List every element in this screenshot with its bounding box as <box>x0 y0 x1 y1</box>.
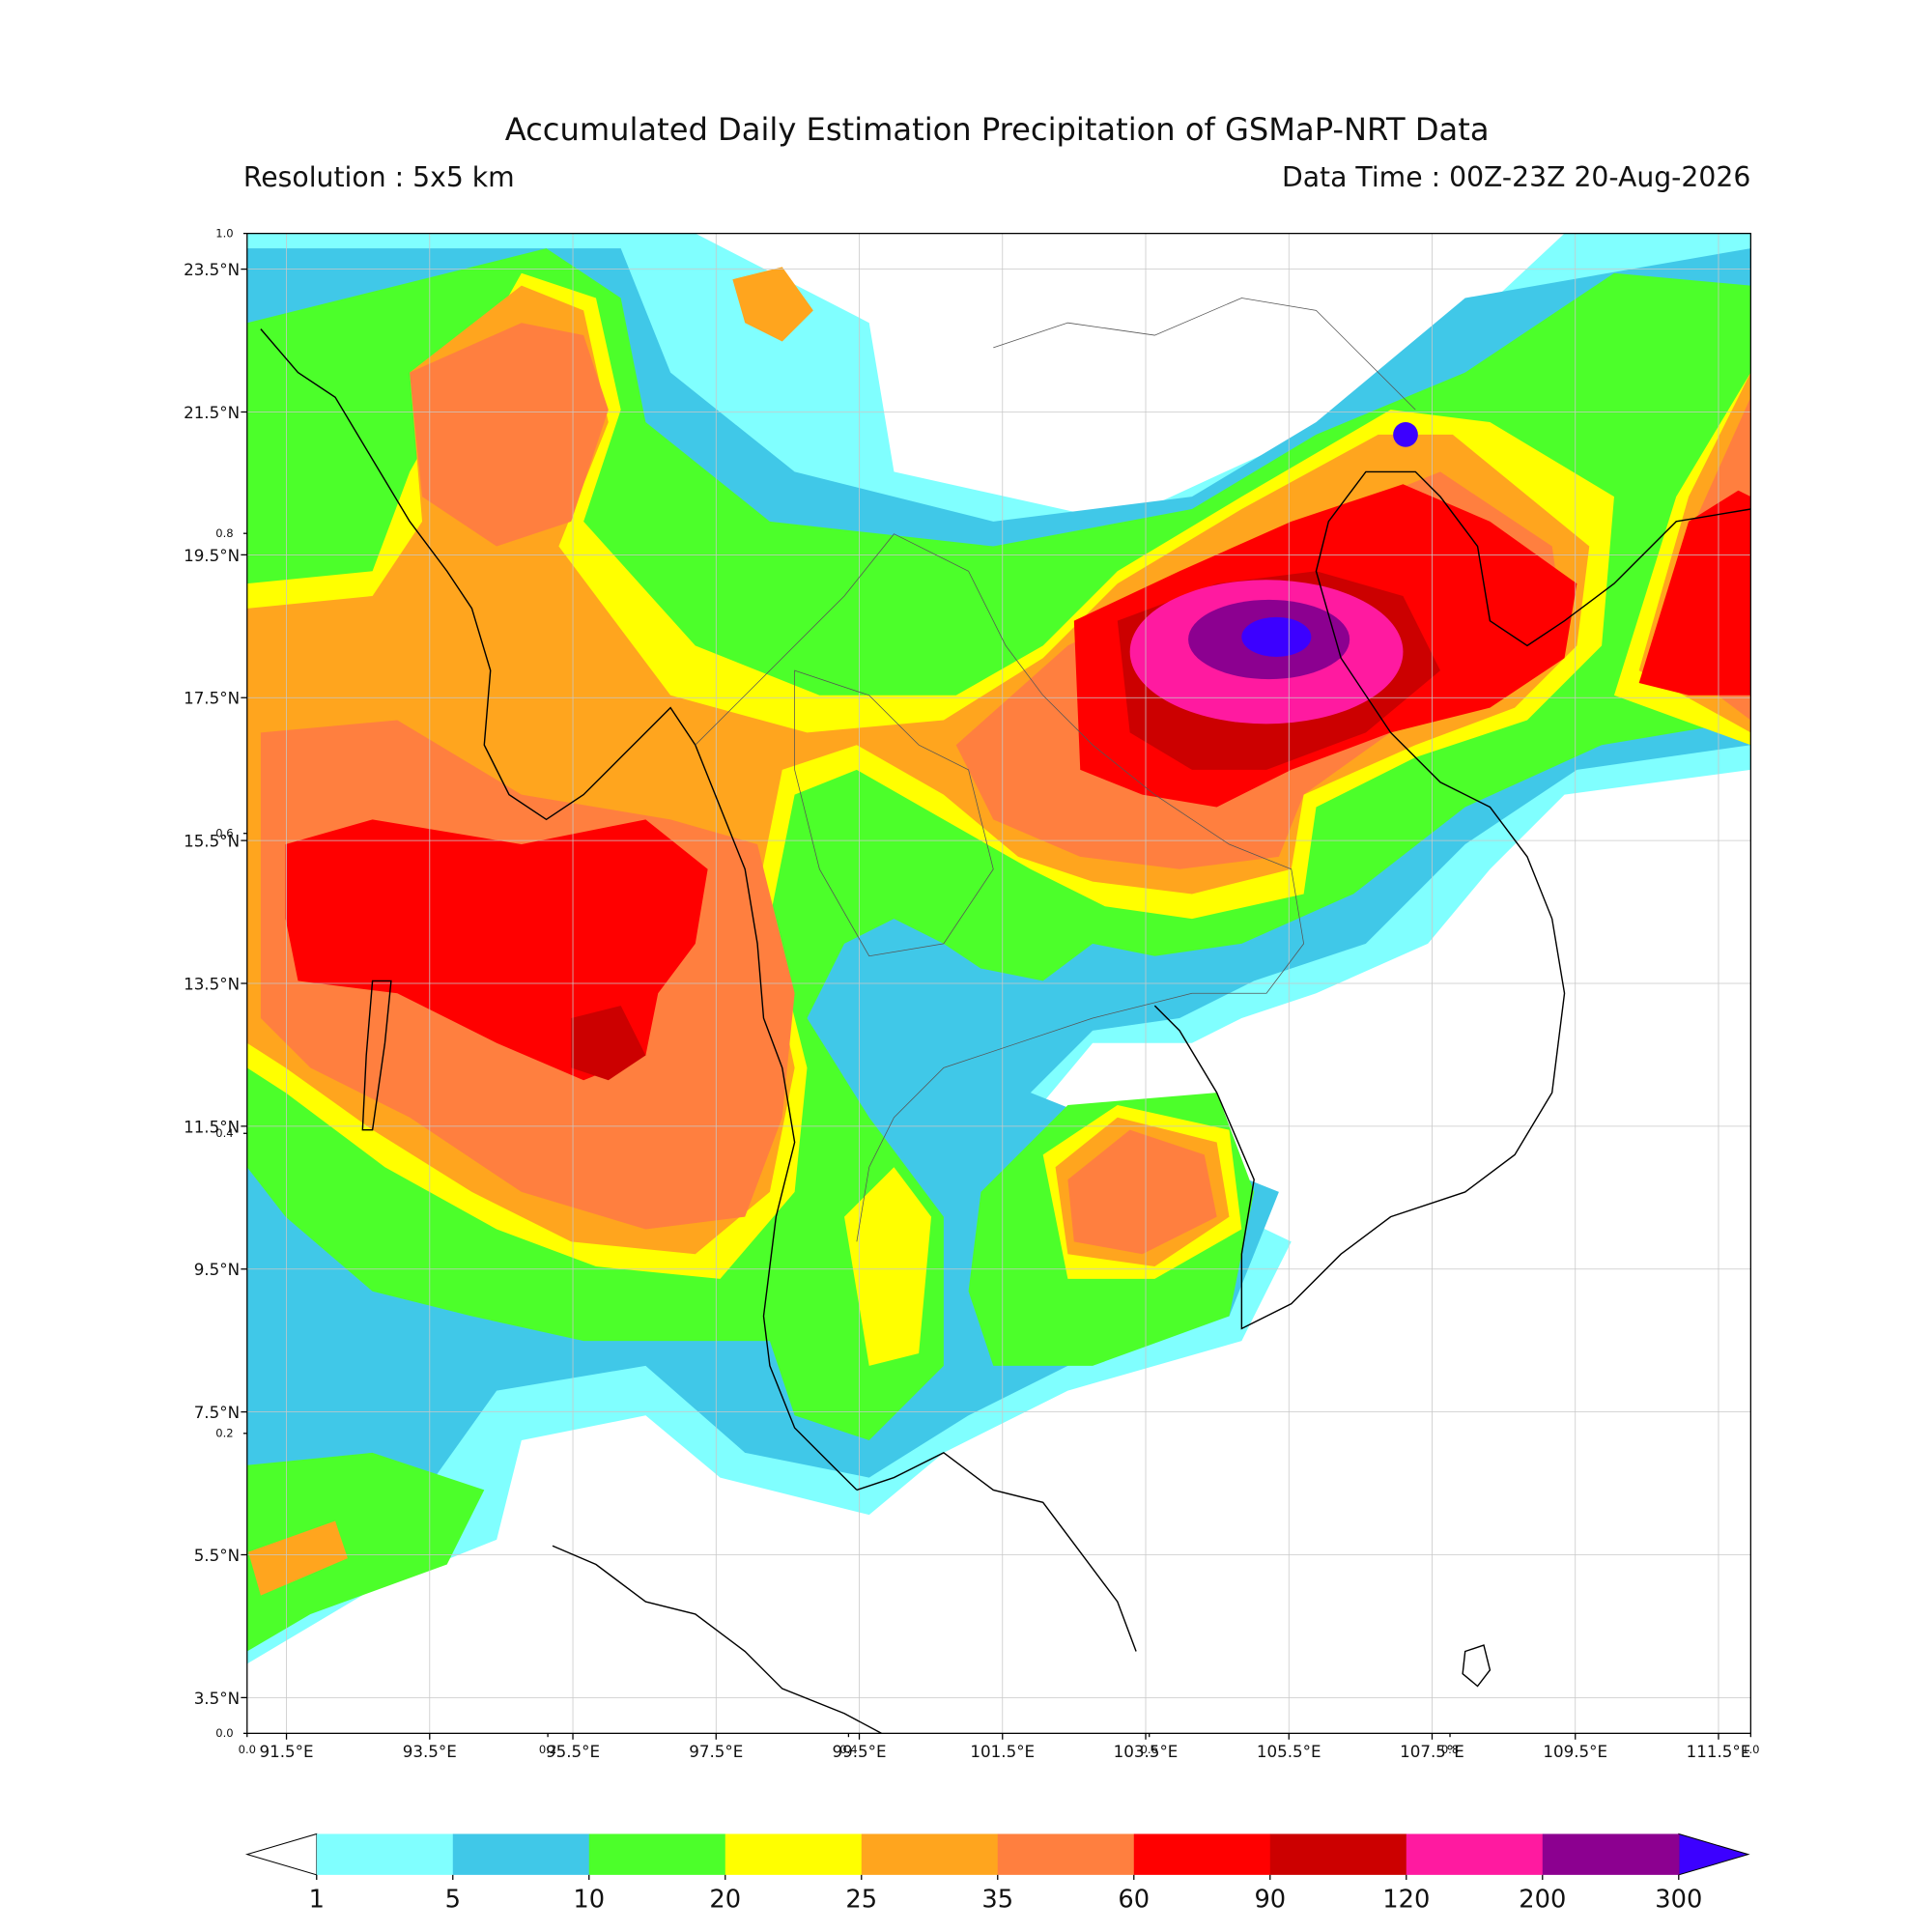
colorbar-label: 35 <box>981 1885 1013 1914</box>
x-tick-label: 99.5°E <box>833 1742 887 1761</box>
colorbar-segment <box>1133 1833 1271 1875</box>
colorbar-segment <box>588 1833 726 1875</box>
colorbar-label: 10 <box>573 1885 605 1914</box>
frame-y-tick-label: 0.4 <box>215 1126 233 1140</box>
frame-x-tick-label: 0.4 <box>839 1743 857 1756</box>
colorbar-label: 120 <box>1382 1885 1430 1914</box>
y-tick-label: 5.5°N <box>194 1546 240 1565</box>
x-tick-label: 109.5°E <box>1543 1742 1607 1761</box>
x-tick-label: 103.5°E <box>1114 1742 1179 1761</box>
frame-y-tick-label: 0.6 <box>215 827 233 840</box>
axis-ticks: 91.5°E 93.5°E 95.5°E 97.5°E 99.5°E 101.5°E 103… <box>184 227 1759 1761</box>
colorbar-label: 90 <box>1254 1885 1286 1914</box>
colorbar-segment <box>724 1833 863 1875</box>
y-tick-label: 23.5°N <box>184 260 240 279</box>
colorbar-segment <box>316 1833 454 1875</box>
frame-x-tick-label: 0.0 <box>239 1743 256 1756</box>
colorbar-label: 300 <box>1655 1885 1702 1914</box>
colorbar-over <box>1678 1833 1750 1876</box>
x-tick-label: 107.5°E <box>1400 1742 1464 1761</box>
resolution: Resolution : 5x5 km <box>243 161 515 193</box>
colorbar-label: 25 <box>845 1885 877 1914</box>
x-tick-label: 101.5°E <box>970 1742 1035 1761</box>
y-tick-label: 17.5°N <box>184 689 240 708</box>
colorbar-segment <box>1269 1833 1407 1875</box>
y-tick-label: 21.5°N <box>184 403 240 422</box>
colorbar-segment <box>1406 1833 1544 1875</box>
x-tick-label: 105.5°E <box>1257 1742 1321 1761</box>
title: Accumulated Daily Estimation Precipitati… <box>505 111 1490 148</box>
colorbar-label: 20 <box>709 1885 741 1914</box>
x-tick-label: 93.5°E <box>403 1742 457 1761</box>
frame-y-tick-label: 0.0 <box>215 1726 233 1740</box>
frame-x-tick-label: 0.2 <box>539 1743 556 1756</box>
y-tick-label: 3.5°N <box>194 1689 240 1708</box>
frame-y-tick-label: 0.8 <box>215 526 233 540</box>
colorbar-segment <box>452 1833 590 1875</box>
frame-x-tick-label: 0.6 <box>1141 1743 1158 1756</box>
y-tick-label: 19.5°N <box>184 546 240 565</box>
coastlines <box>260 298 1751 1734</box>
y-tick-label: 7.5°N <box>194 1403 240 1422</box>
y-tick-label: 15.5°N <box>184 832 240 851</box>
data-time: Data Time : 00Z-23Z 20-Aug-2026 <box>1282 161 1750 193</box>
colorbar-under <box>244 1833 318 1876</box>
colorbar-label: 5 <box>445 1885 461 1914</box>
frame-x-tick-label: 1.0 <box>1742 1743 1759 1756</box>
colorbar: 1 5 10 20 25 35 60 90 120 200 300 <box>244 1833 1750 1914</box>
frame-x-tick-label: 0.8 <box>1441 1743 1459 1756</box>
x-tick-label: 111.5°E <box>1687 1742 1751 1761</box>
graticule <box>246 233 1751 1734</box>
x-tick-label: 95.5°E <box>546 1742 600 1761</box>
colorbar-segment <box>861 1833 999 1875</box>
frame-y-tick-label: 1.0 <box>215 227 233 241</box>
colorbar-label: 60 <box>1118 1885 1150 1914</box>
y-tick-label: 11.5°N <box>184 1117 240 1136</box>
precipitation-field <box>246 233 1751 1664</box>
colorbar-label: 200 <box>1519 1885 1566 1914</box>
frame-y-tick-label: 0.2 <box>215 1427 233 1440</box>
x-tick-label: 97.5°E <box>689 1742 743 1761</box>
x-tick-label: 91.5°E <box>260 1742 314 1761</box>
colorbar-segment <box>997 1833 1135 1875</box>
colorbar-segment <box>1542 1833 1680 1875</box>
colorbar-label: 1 <box>309 1885 325 1914</box>
y-tick-label: 9.5°N <box>194 1260 240 1279</box>
y-tick-label: 13.5°N <box>184 974 240 993</box>
